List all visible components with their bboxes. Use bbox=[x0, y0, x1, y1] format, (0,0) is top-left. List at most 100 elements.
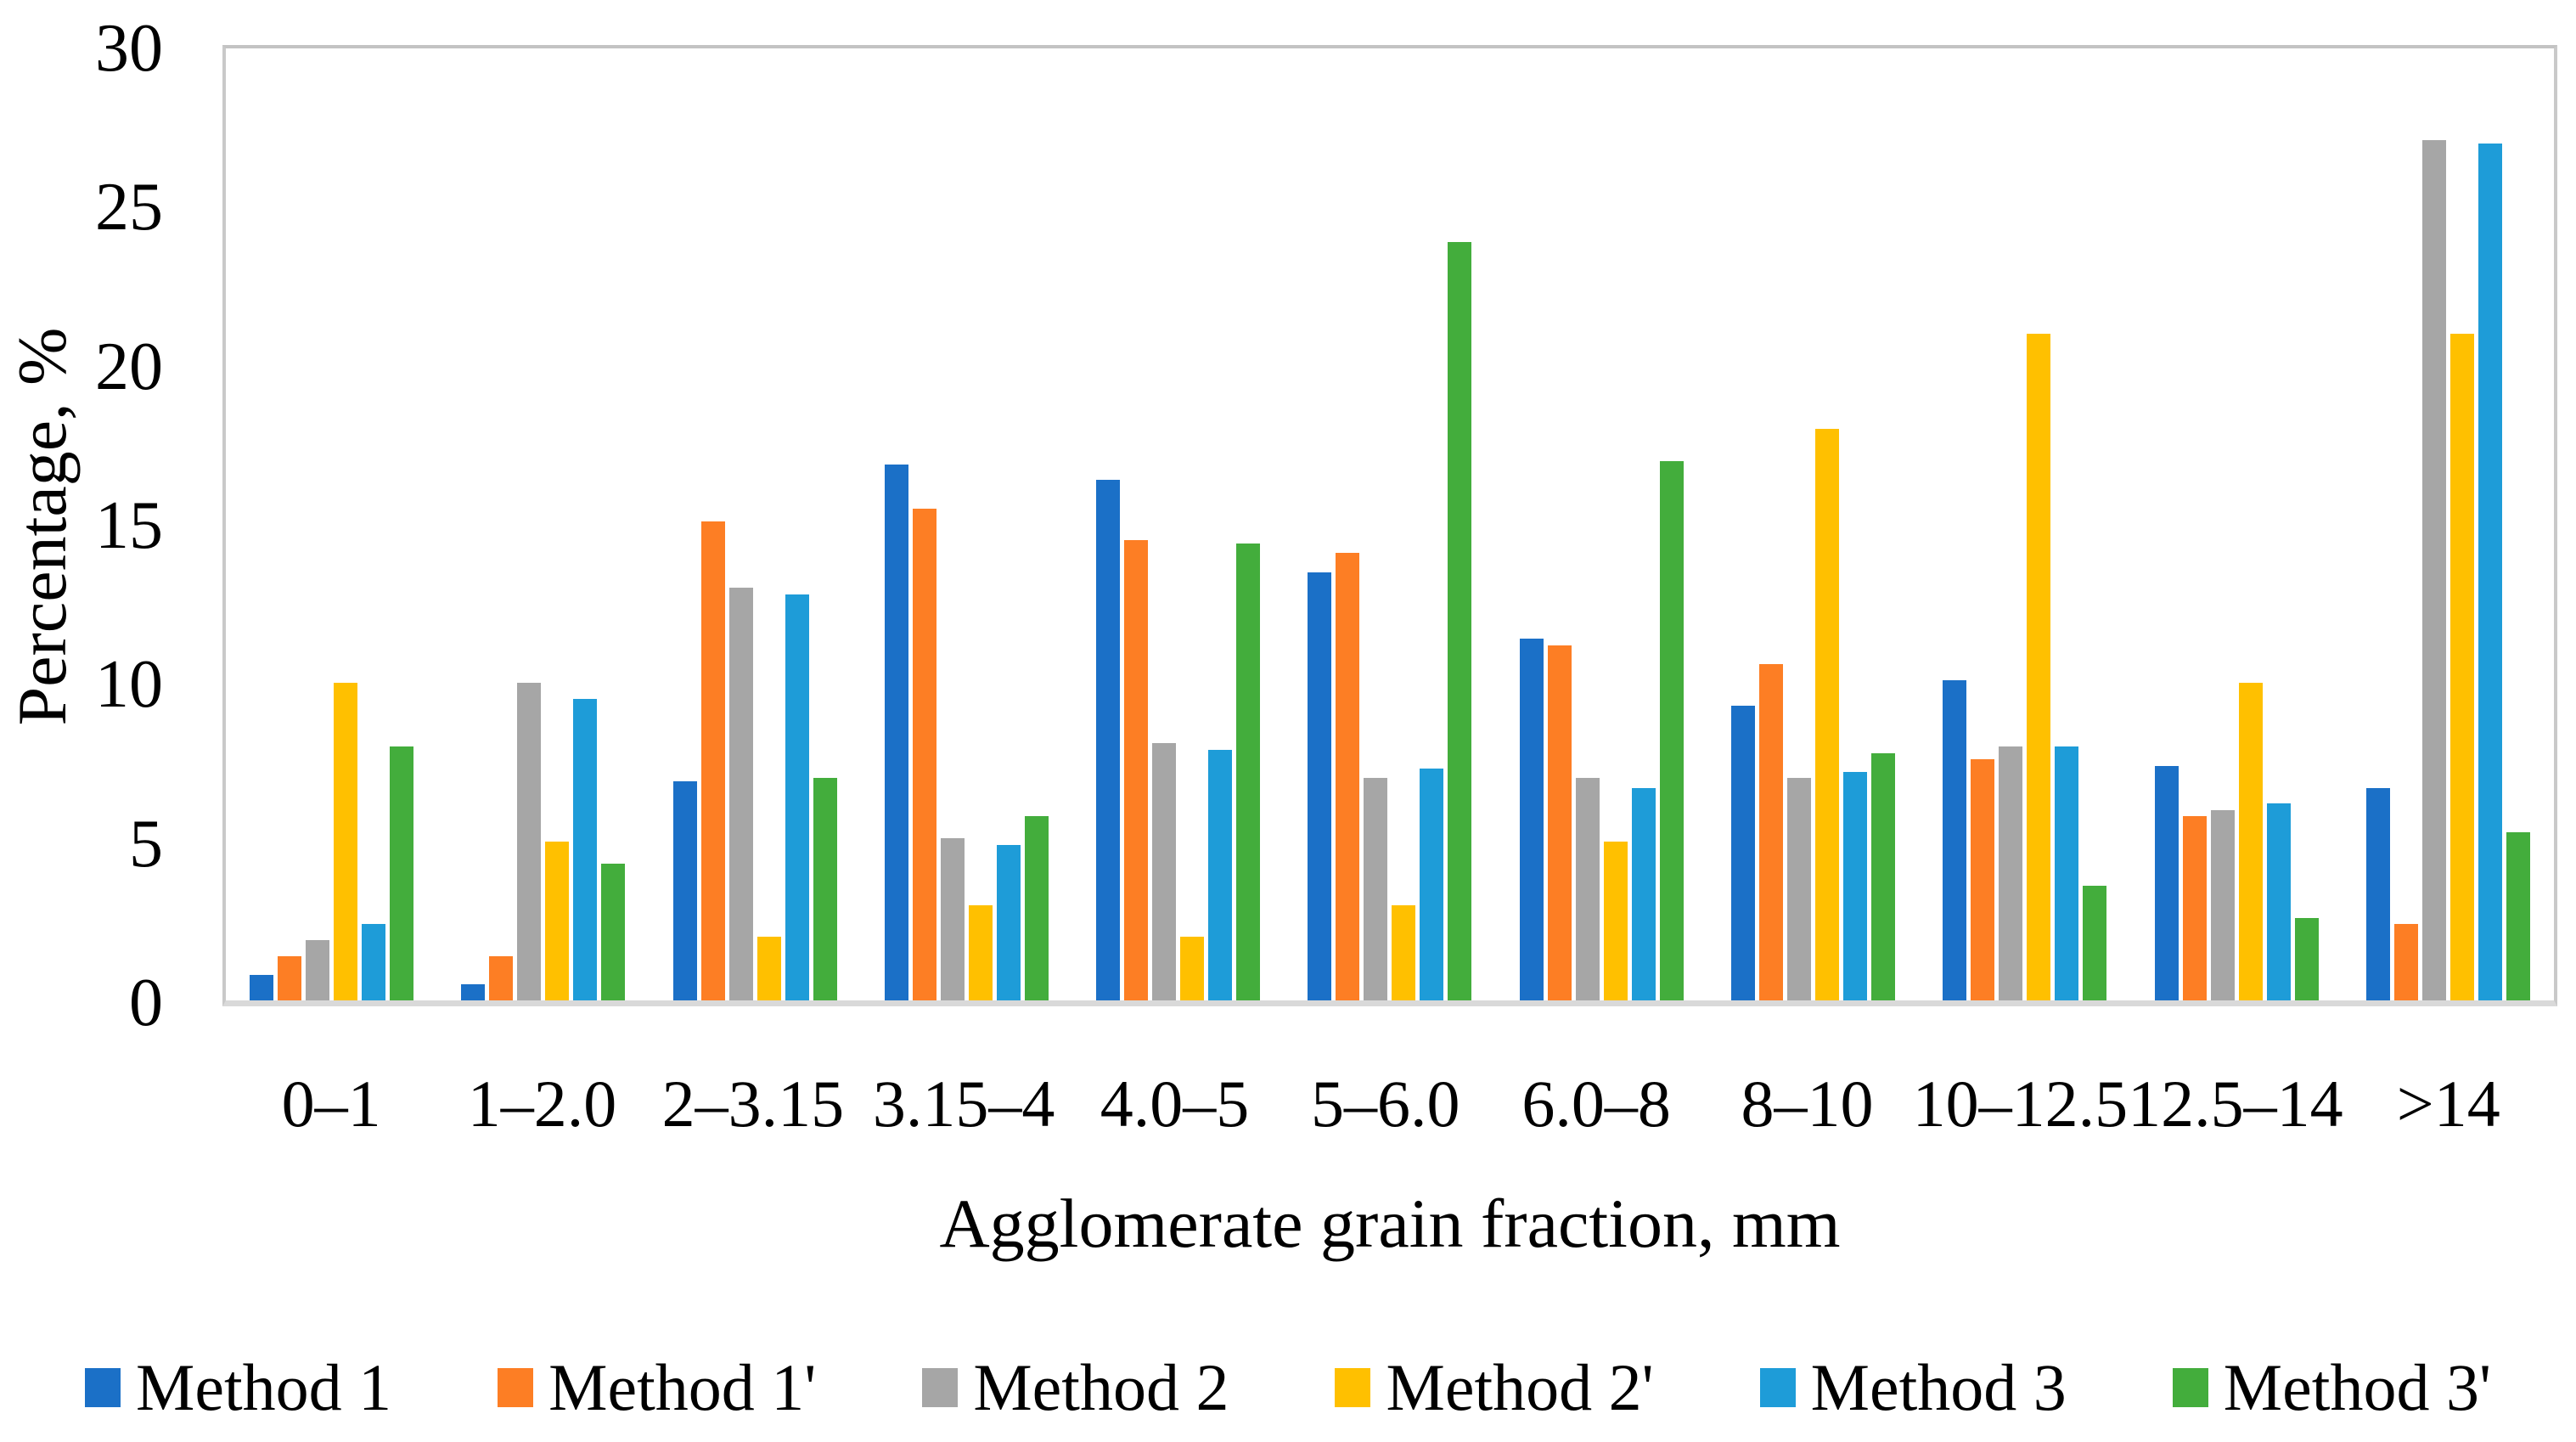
bar-method-3- bbox=[1659, 460, 1684, 1000]
bar-method-2 bbox=[728, 588, 753, 1000]
bar-method-1 bbox=[250, 975, 274, 1000]
bar-method-1 bbox=[461, 984, 486, 1000]
legend-label: Method 2 bbox=[973, 1350, 1229, 1424]
bar-method-1- bbox=[1124, 540, 1149, 1000]
bar-method-3 bbox=[2478, 144, 2502, 1000]
y-tick-label: 30 bbox=[95, 11, 163, 86]
bar-method-1 bbox=[2365, 787, 2390, 1000]
bar-method-2 bbox=[1999, 746, 2023, 1000]
bar-method-1- bbox=[2182, 816, 2207, 1000]
y-tick-label: 20 bbox=[95, 329, 163, 404]
bar-method-1 bbox=[1096, 480, 1121, 1000]
x-tick-label: >14 bbox=[2396, 1067, 2500, 1141]
bar-method-1 bbox=[884, 464, 908, 1000]
legend-label: Method 1 bbox=[136, 1350, 392, 1424]
bar-method-3 bbox=[2266, 803, 2291, 1000]
bar-method-3- bbox=[601, 864, 626, 1000]
bar-group-1–2.0 bbox=[437, 48, 649, 1000]
bar-method-2- bbox=[545, 842, 570, 1000]
bar-method-2 bbox=[2210, 809, 2235, 1000]
bar-method-2- bbox=[334, 683, 358, 1000]
bar-group-10–12.5 bbox=[1919, 48, 2130, 1000]
legend-label: Method 1' bbox=[548, 1350, 817, 1424]
bar-method-3 bbox=[996, 844, 1021, 1000]
x-tick-label: 2–3.15 bbox=[661, 1067, 845, 1141]
bar-method-1- bbox=[278, 955, 302, 1000]
y-tick-label: 15 bbox=[95, 488, 163, 563]
bar-method-3- bbox=[2294, 917, 2319, 1000]
bar-method-3- bbox=[2506, 831, 2530, 1000]
legend-swatch bbox=[1759, 1368, 1796, 1407]
x-axis-title: Agglomerate grain fraction, mm bbox=[939, 1185, 1841, 1262]
legend-item: Method 1' bbox=[498, 1350, 816, 1425]
legend-swatch bbox=[2172, 1368, 2208, 1407]
bar-method-1 bbox=[1730, 705, 1755, 1000]
bar-method-2- bbox=[2027, 334, 2051, 1000]
legend-swatch bbox=[922, 1368, 959, 1407]
bar-method-2 bbox=[1364, 778, 1388, 1000]
bar-group-4.0–5 bbox=[1072, 48, 1284, 1000]
bar-method-3 bbox=[1208, 749, 1233, 1000]
x-tick-label: 8–10 bbox=[1741, 1067, 1874, 1141]
x-tick-label: 3.15–4 bbox=[872, 1067, 1055, 1141]
bar-method-2 bbox=[940, 838, 965, 1000]
bar-method-1- bbox=[2393, 924, 2418, 1000]
y-tick-label: 5 bbox=[129, 806, 163, 882]
bar-method-2 bbox=[2421, 140, 2446, 1000]
legend-swatch bbox=[498, 1368, 534, 1407]
bar-method-2- bbox=[2238, 683, 2263, 1000]
legend-item: Method 3' bbox=[2172, 1350, 2491, 1425]
y-tick-label: 0 bbox=[129, 966, 163, 1040]
bar-method-1- bbox=[700, 521, 725, 1000]
bar-method-3 bbox=[1842, 771, 1867, 1000]
bar-method-2 bbox=[517, 683, 542, 1000]
bar-method-1- bbox=[1336, 553, 1360, 1000]
bar-method-2- bbox=[1392, 904, 1416, 1000]
legend-item: Method 2 bbox=[922, 1350, 1229, 1425]
bar-method-3- bbox=[390, 746, 414, 1000]
legend-swatch bbox=[85, 1368, 121, 1407]
bar-method-2- bbox=[756, 937, 781, 1000]
legend: Method 1 Method 1' Method 2 Method 2' Method… bbox=[85, 1349, 2491, 1427]
bar-method-3- bbox=[1870, 752, 1895, 1000]
bar-group-12.5–14 bbox=[2130, 48, 2342, 1000]
x-tick-label: 0–1 bbox=[281, 1067, 381, 1141]
legend-swatch bbox=[1335, 1368, 1371, 1407]
bar-method-1 bbox=[1519, 639, 1544, 1000]
x-tick-label: 12.5–14 bbox=[2128, 1067, 2343, 1141]
bar-method-3- bbox=[2083, 886, 2107, 1000]
legend-item: Method 1 bbox=[85, 1350, 391, 1425]
bar-method-3 bbox=[785, 594, 809, 1000]
x-tick-label: 6.0–8 bbox=[1521, 1067, 1671, 1141]
bar-group-0–1 bbox=[226, 48, 437, 1000]
plot-area bbox=[222, 45, 2557, 1006]
bar-method-2 bbox=[1575, 778, 1600, 1000]
x-tick-label: 1–2.0 bbox=[467, 1067, 617, 1141]
bar-group->14 bbox=[2343, 48, 2554, 1000]
bar-method-2- bbox=[1603, 842, 1628, 1000]
bar-group-5–6.0 bbox=[1284, 48, 1495, 1000]
y-tick-label: 10 bbox=[95, 647, 163, 723]
bar-method-2- bbox=[968, 904, 993, 1000]
bar-method-1- bbox=[1758, 663, 1783, 1000]
bar-method-3- bbox=[1024, 816, 1049, 1000]
bar-method-3- bbox=[1448, 241, 1472, 1000]
bar-method-3- bbox=[813, 778, 837, 1000]
bar-method-2 bbox=[1152, 743, 1177, 1000]
legend-item: Method 3 bbox=[1759, 1350, 2067, 1425]
legend-label: Method 3 bbox=[1810, 1350, 2067, 1424]
bar-method-2- bbox=[1180, 937, 1205, 1000]
bar-method-3 bbox=[1420, 769, 1444, 1000]
bar-group-2–3.15 bbox=[650, 48, 861, 1000]
bar-method-1- bbox=[489, 955, 514, 1000]
bar-group-6.0–8 bbox=[1496, 48, 1707, 1000]
x-tick-label: 10–12.5 bbox=[1912, 1067, 2129, 1141]
y-tick-label: 25 bbox=[95, 170, 163, 245]
bars-layer bbox=[226, 48, 2554, 1000]
x-tick-label: 5–6.0 bbox=[1311, 1067, 1460, 1141]
x-tick-label: 4.0–5 bbox=[1100, 1067, 1250, 1141]
bar-method-3 bbox=[2055, 746, 2079, 1000]
bar-method-1- bbox=[1547, 645, 1572, 1000]
bar-method-1- bbox=[912, 508, 936, 1000]
